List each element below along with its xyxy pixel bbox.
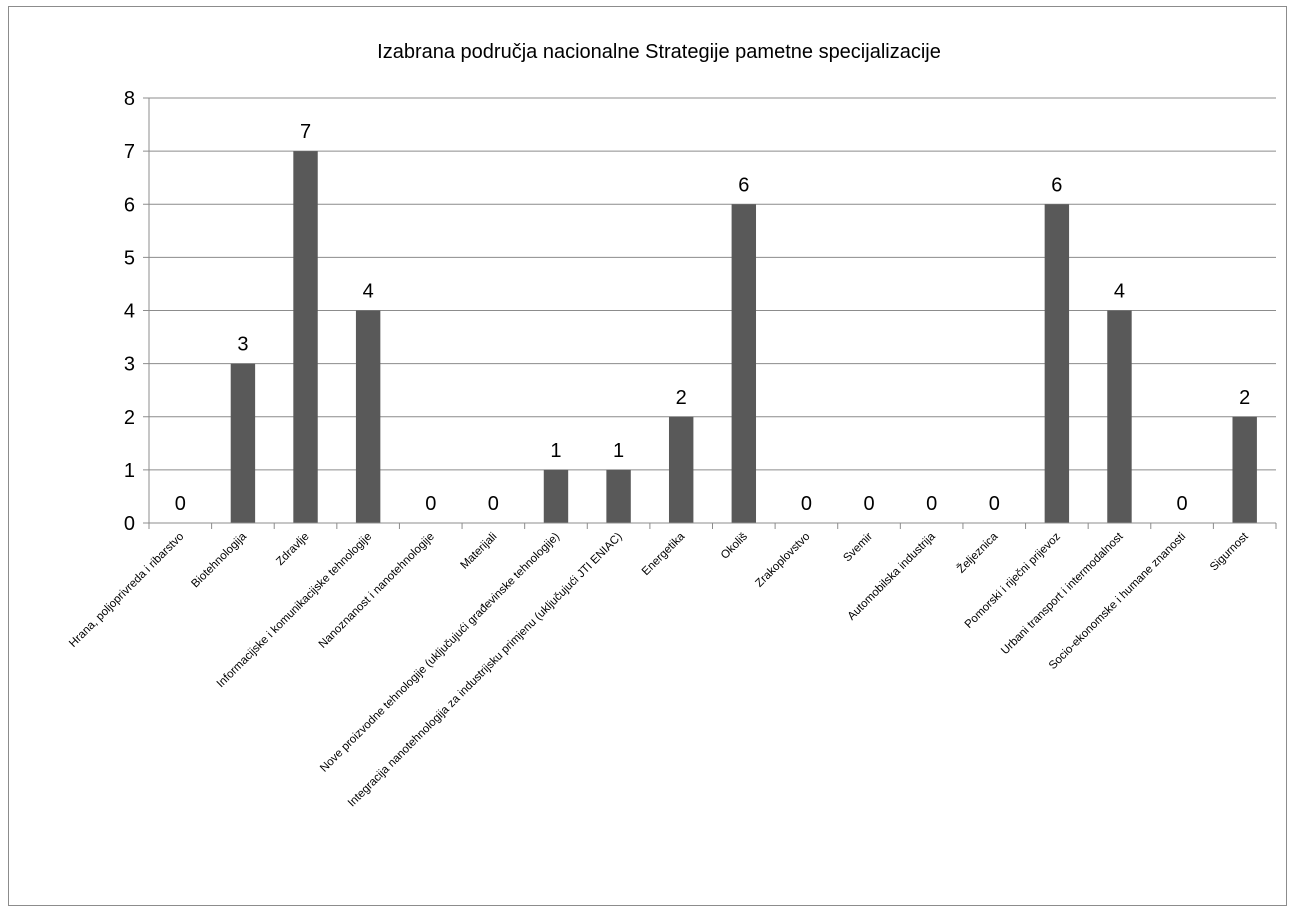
data-label: 6 xyxy=(1051,174,1062,196)
data-label: 7 xyxy=(300,121,311,143)
x-tick-label: Nanoznanost i nanotehnologije xyxy=(317,531,437,651)
data-label: 0 xyxy=(989,493,1000,515)
y-tick-label: 3 xyxy=(124,354,135,376)
y-tick-label: 0 xyxy=(124,513,135,535)
bar-chart: Izabrana područja nacionalne Strategije … xyxy=(67,41,1277,809)
bar xyxy=(230,363,256,523)
x-tick-label: Hrana, poljoprivreda i ribarstvo xyxy=(67,531,186,650)
x-tick-label: Socio-ekonomske i humane znanosti xyxy=(1047,531,1188,672)
x-tick-label: Biotehnologija xyxy=(189,530,249,590)
data-label: 4 xyxy=(363,281,374,303)
data-label: 0 xyxy=(175,493,186,515)
y-tick-label: 8 xyxy=(124,88,135,110)
bar xyxy=(543,469,569,523)
x-tick-label: Željeznica xyxy=(955,530,1001,576)
gridlines xyxy=(149,97,1276,471)
bar xyxy=(1232,416,1257,523)
data-label: 0 xyxy=(801,493,812,515)
data-label: 1 xyxy=(613,440,624,462)
bar xyxy=(1044,204,1070,523)
bar xyxy=(293,151,318,523)
data-label: 4 xyxy=(1114,281,1125,303)
x-tick-label: Okoliš xyxy=(719,530,750,561)
x-tick-label: Svemir xyxy=(841,531,875,565)
x-tick-label: Zrakoplovstvo xyxy=(753,531,812,590)
chart-title: Izabrana područja nacionalne Strategije … xyxy=(377,41,941,63)
y-tick-label: 4 xyxy=(124,301,135,323)
x-tick-label: Materijali xyxy=(458,531,499,572)
y-tick-label: 1 xyxy=(124,460,135,482)
x-tick-label: Nove proizvodne tehnologije (uključujući… xyxy=(318,531,562,775)
data-label: 0 xyxy=(1177,493,1188,515)
axes: 0 1 2 3 4 5 6 7 8 xyxy=(124,88,1277,535)
data-label: 1 xyxy=(550,440,561,462)
x-tick-label: Urbani transport i intermodalnost xyxy=(999,530,1126,657)
y-tick-label: 6 xyxy=(124,194,135,216)
y-tick-label: 7 xyxy=(124,141,135,163)
bar xyxy=(606,469,631,523)
x-tick-label: Sigurnost xyxy=(1208,530,1251,573)
x-tick-label: Energetika xyxy=(640,530,688,578)
data-label: 6 xyxy=(738,174,749,196)
bar xyxy=(1107,310,1132,523)
y-tick-label: 2 xyxy=(124,407,135,429)
data-label: 2 xyxy=(676,387,687,409)
bar xyxy=(731,204,757,523)
data-label: 0 xyxy=(425,493,436,515)
data-label: 3 xyxy=(237,334,248,356)
data-label: 0 xyxy=(488,493,499,515)
data-label: 0 xyxy=(863,493,874,515)
y-tick-label: 5 xyxy=(124,247,135,269)
data-label: 0 xyxy=(926,493,937,515)
bar xyxy=(355,310,381,523)
x-tick-label: Zdravlje xyxy=(274,531,311,568)
chart-frame: Izabrana područja nacionalne Strategije … xyxy=(8,6,1287,906)
bars xyxy=(230,151,1257,523)
data-label: 2 xyxy=(1239,387,1250,409)
bar xyxy=(668,416,694,523)
